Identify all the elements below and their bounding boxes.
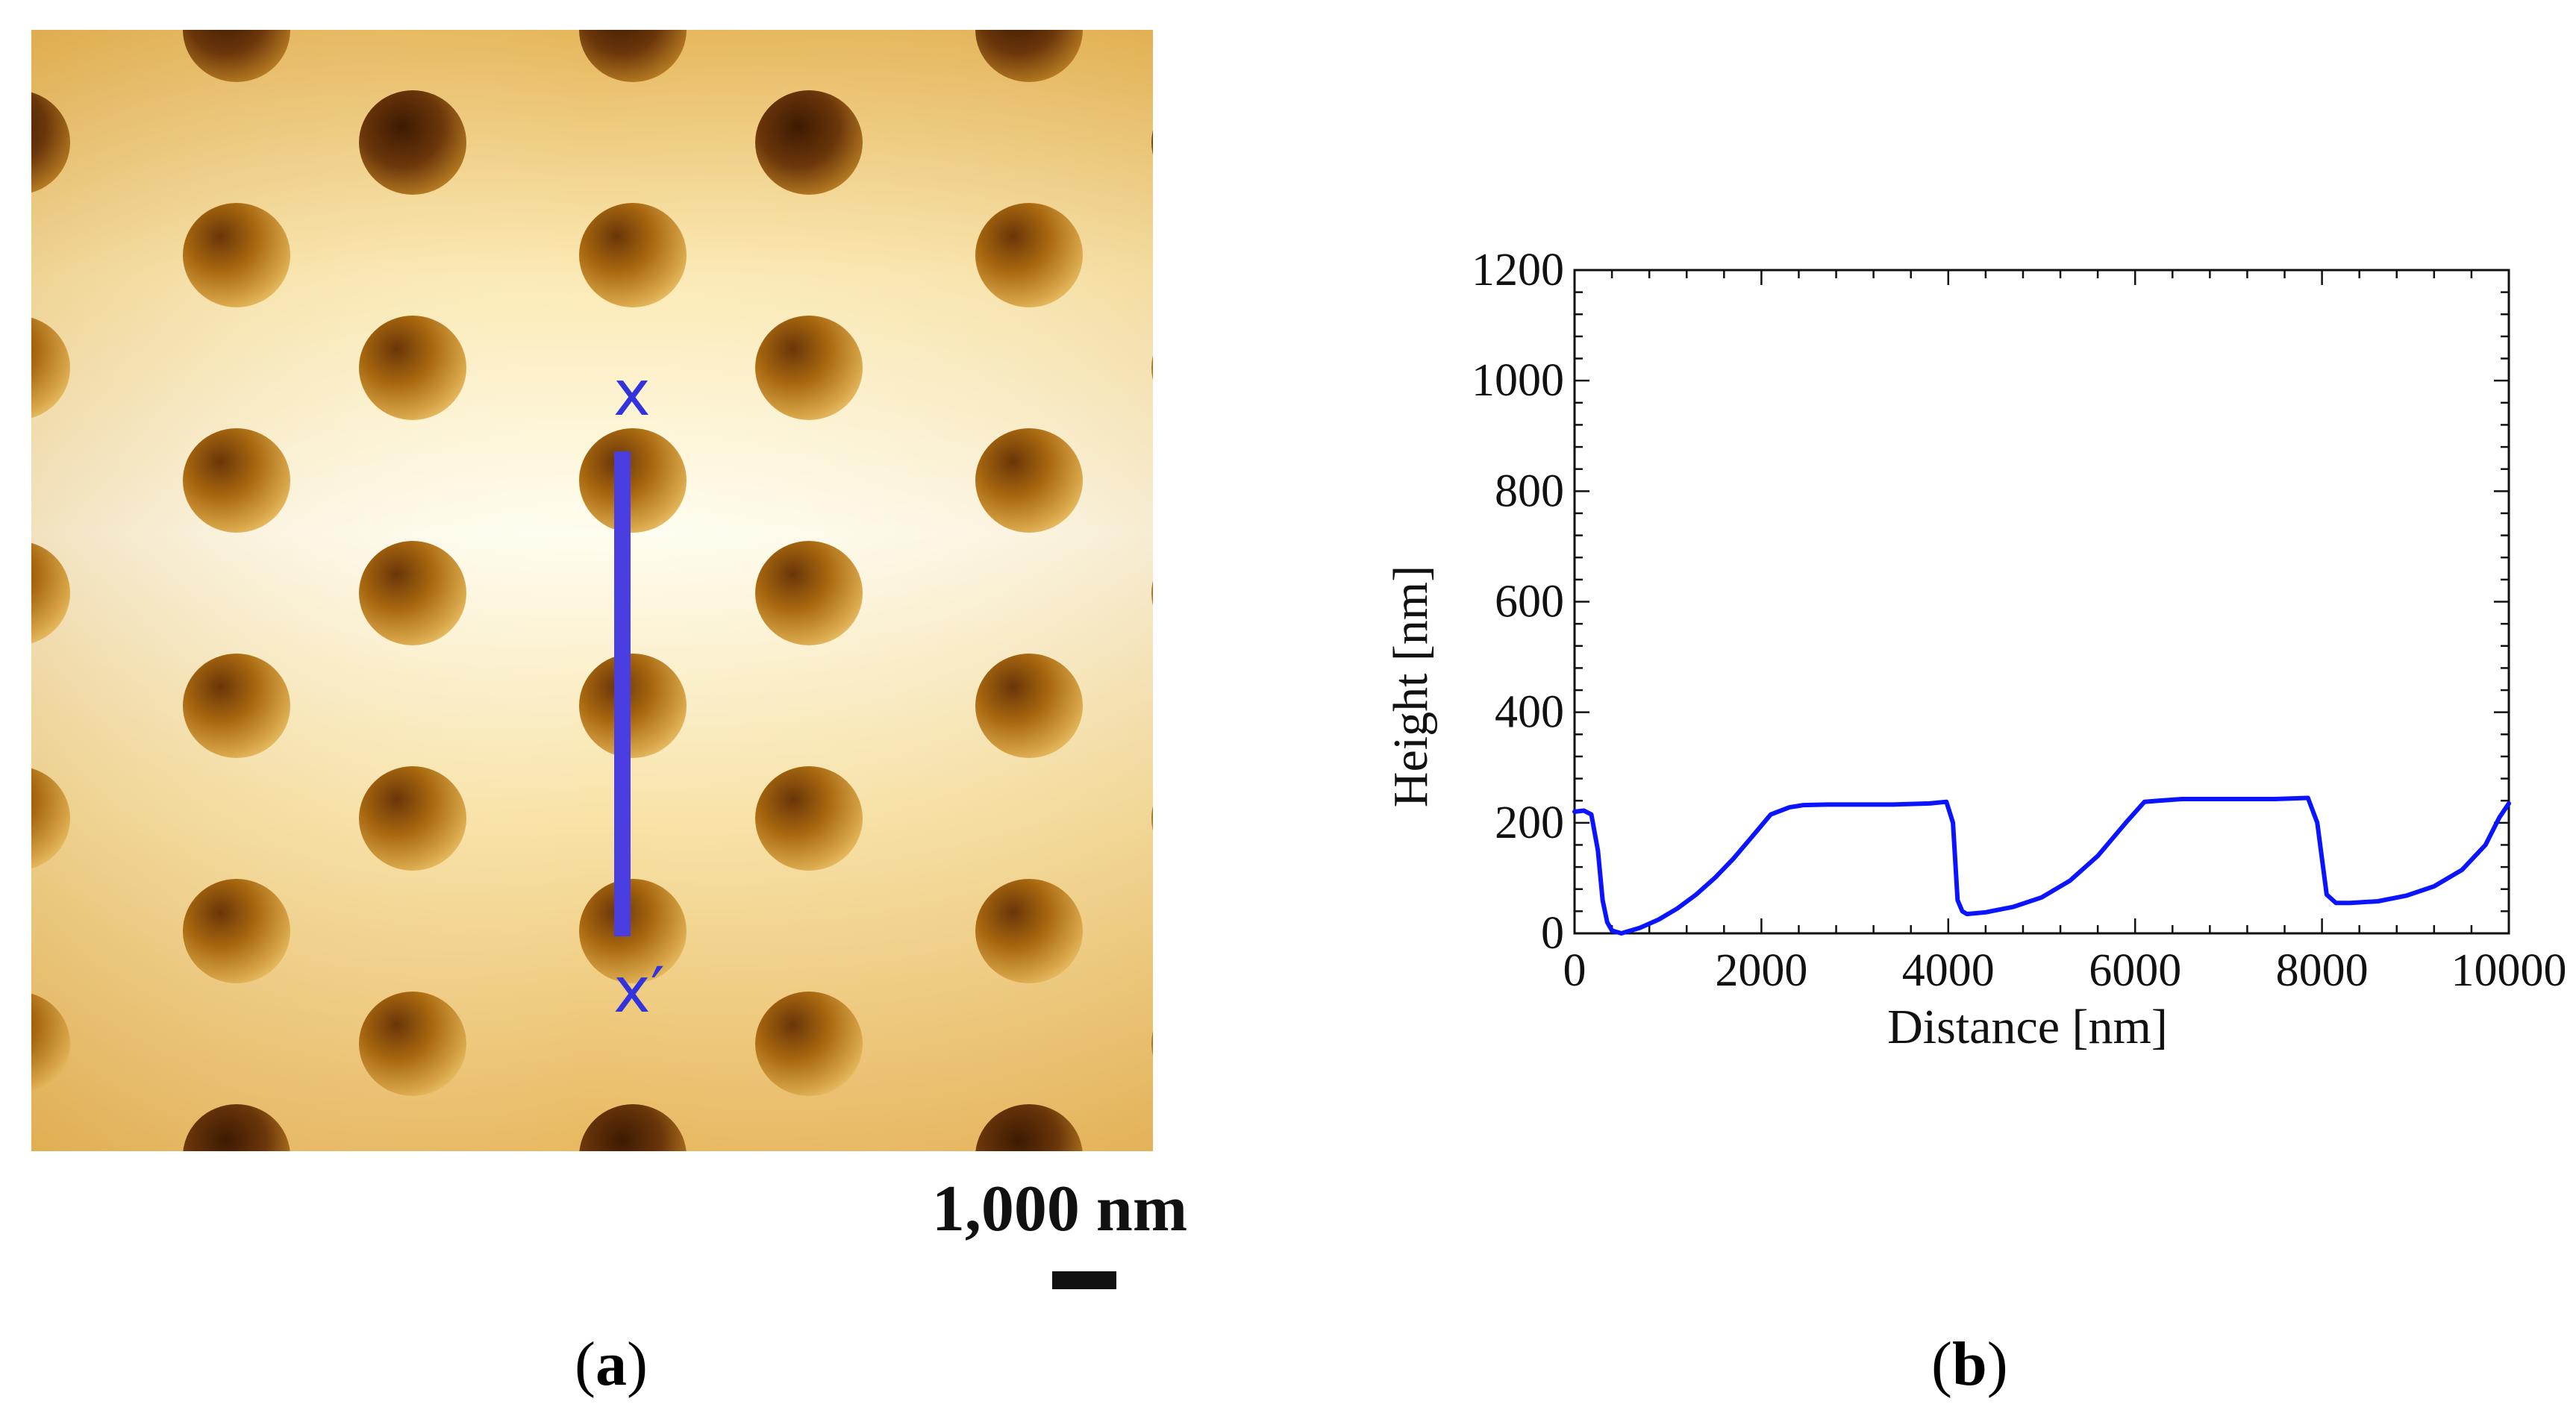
y-tick-label: 200 xyxy=(1495,798,1564,848)
surface-pit xyxy=(1151,806,1153,831)
height-profile-chart: 0 2000 4000 6000 8000 10000 0 200 400 600 800 1000 1… xyxy=(1384,245,2567,1054)
y-tick-label: 800 xyxy=(1495,466,1564,516)
panel-b-caption: (b) xyxy=(1931,1330,2008,1399)
surface-pit xyxy=(975,654,1083,758)
y-tick-label: 1000 xyxy=(1472,355,1564,406)
surface-pit xyxy=(755,541,863,645)
height-profile-line xyxy=(1572,795,2511,936)
surface-pit xyxy=(1151,130,1153,155)
x-tick-label: 0 xyxy=(1563,945,1586,996)
surface-pit xyxy=(579,428,687,533)
surface-pit xyxy=(975,203,1083,307)
x-axis-title: Distance [nm] xyxy=(1887,1000,2168,1054)
profile-start-marker: x xyxy=(613,357,651,430)
surface-pit xyxy=(31,317,70,419)
surface-pit xyxy=(579,203,687,307)
plot-frame xyxy=(1573,269,2510,935)
surface-pit xyxy=(359,766,466,871)
surface-pit xyxy=(975,1104,1083,1151)
surface-pit xyxy=(975,428,1083,533)
y-axis-title: Height [nm] xyxy=(1384,566,1438,807)
y-tick-label: 400 xyxy=(1495,687,1564,738)
surface-pit xyxy=(755,766,863,871)
surface-pit xyxy=(359,992,466,1096)
x-tick-label: 2000 xyxy=(1715,945,1807,996)
surface-pit xyxy=(359,90,466,195)
y-tick-label: 0 xyxy=(1541,908,1564,959)
y-tick-label: 1200 xyxy=(1472,245,1564,295)
x-tick-label: 6000 xyxy=(2089,945,2181,996)
surface-pit xyxy=(31,92,70,193)
x-tick-label: 8000 xyxy=(2276,945,2369,996)
surface-pit xyxy=(975,879,1083,983)
surface-pit xyxy=(1151,355,1153,380)
surface-pit xyxy=(31,993,70,1094)
x-tick-label: 4000 xyxy=(1902,945,1995,996)
surface-pit xyxy=(975,30,1083,82)
surface-pit xyxy=(183,428,290,533)
profile-end-marker: x′ xyxy=(613,953,665,1027)
surface-pit xyxy=(183,30,290,82)
scale-bar xyxy=(1052,1271,1116,1289)
x-tick-label: 10000 xyxy=(2451,945,2567,996)
y-tick-label: 600 xyxy=(1495,577,1564,627)
surface-pit xyxy=(755,316,863,420)
surface-pit xyxy=(755,90,863,195)
surface-pit xyxy=(183,203,290,307)
scale-bar-label: 1,000 nm xyxy=(931,1173,1188,1245)
surface-pit xyxy=(183,1104,290,1151)
surface-pit xyxy=(579,654,687,758)
surface-pit xyxy=(183,879,290,983)
surface-pit xyxy=(579,30,687,82)
surface-pit xyxy=(31,768,70,869)
surface-pit xyxy=(31,542,70,644)
surface-pit xyxy=(359,541,466,645)
surface-pit xyxy=(1151,580,1153,606)
panel-a-caption: (a) xyxy=(575,1330,648,1399)
surface-pit xyxy=(579,879,687,983)
surface-pit xyxy=(1151,1031,1153,1056)
surface-pit xyxy=(579,1104,687,1151)
surface-pit xyxy=(755,992,863,1096)
surface-pit xyxy=(359,316,466,420)
afm-topography-image xyxy=(31,30,1153,1151)
afm-image-panel: x x′ xyxy=(31,30,1153,1151)
surface-pit xyxy=(183,654,290,758)
